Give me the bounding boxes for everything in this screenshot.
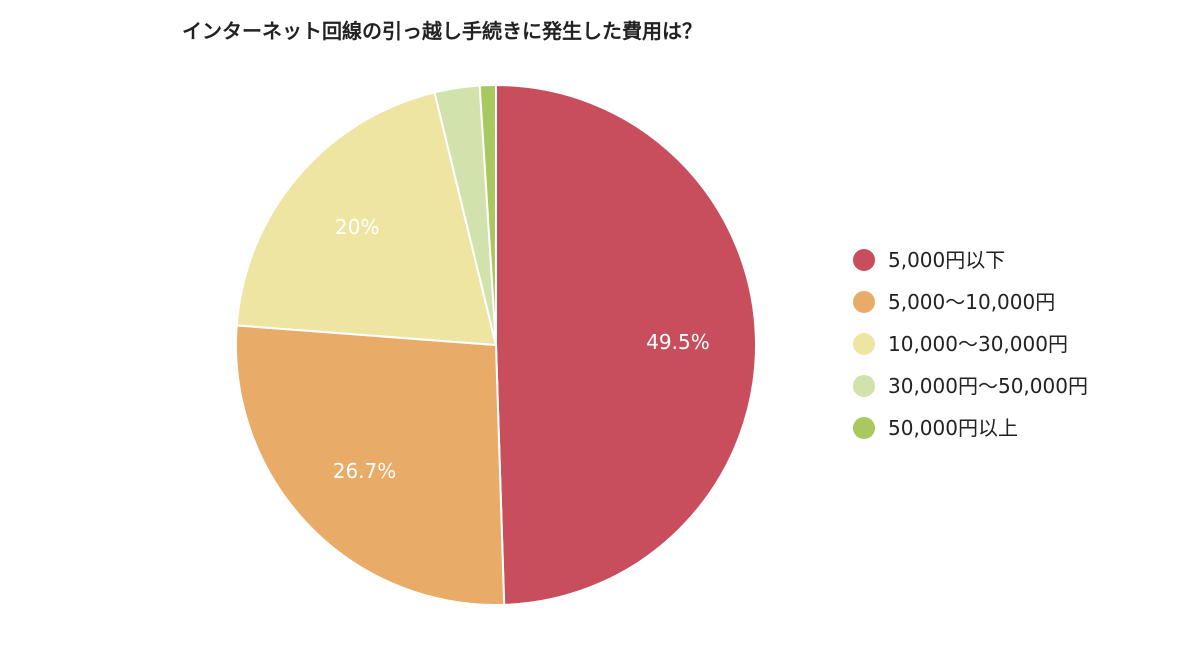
legend-marker-2 (853, 333, 875, 355)
pie-slices (235, 83, 757, 606)
legend-marker-0 (853, 249, 875, 271)
pie-slice-2 (235, 91, 498, 347)
pie-slice-0 (495, 83, 757, 606)
chart-legend: 5,000円以下 5,000〜10,000円 10,000〜30,000円 30,00… (853, 248, 1088, 440)
legend-label-1: 5,000〜10,000円 (888, 290, 1055, 314)
slice-value-label-1: 26.7% (333, 459, 397, 483)
legend-marker-1 (853, 291, 875, 313)
slice-value-label-2: 20% (335, 215, 379, 239)
legend-label-3: 30,000円〜50,000円 (888, 374, 1088, 398)
pie-slice-labels: 49.5% 26.7% 20% (333, 215, 710, 483)
slice-value-label-0: 49.5% (646, 330, 710, 354)
legend-marker-3 (853, 375, 875, 397)
legend-label-2: 10,000〜30,000円 (888, 332, 1068, 356)
chart-title: インターネット回線の引っ越し手続きに発生した費用は？ (182, 19, 702, 43)
legend-marker-4 (853, 417, 875, 439)
legend-label-0: 5,000円以下 (888, 248, 1005, 272)
pie-slice-4 (478, 83, 497, 346)
legend-label-4: 50,000円以上 (888, 416, 1018, 440)
pie-slice-1 (235, 324, 506, 606)
